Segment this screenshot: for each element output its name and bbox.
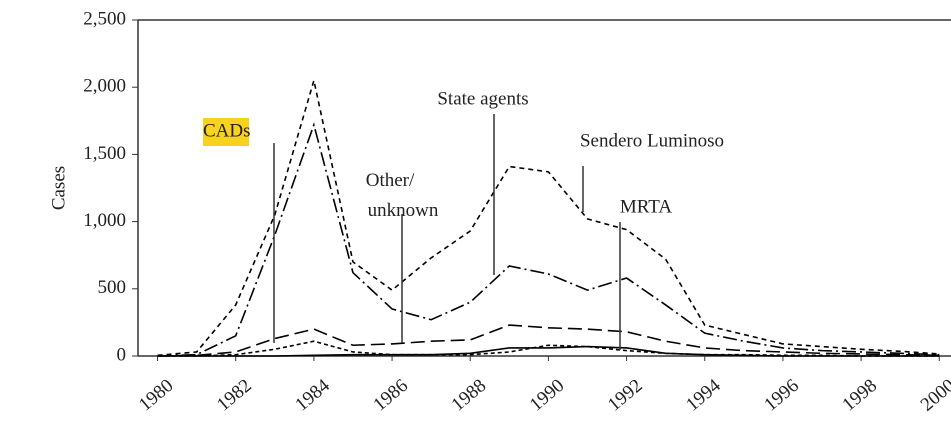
x-tick-label: 1998	[839, 375, 882, 416]
y-tick-label: 1,500	[83, 143, 126, 164]
annotation: Sendero Luminoso	[580, 130, 724, 151]
x-tick-label: 1992	[604, 375, 647, 416]
x-tick-label: 1988	[448, 375, 491, 416]
x-tick-label: 1990	[526, 375, 569, 416]
y-axis-title: Cases	[48, 166, 69, 210]
x-tick-label: 1982	[213, 375, 256, 416]
x-tick-label: 1980	[135, 375, 178, 416]
y-tick-label: 2,000	[83, 76, 126, 97]
series-line	[157, 80, 940, 357]
series-line	[157, 122, 940, 357]
annotation: CADs	[203, 120, 251, 141]
series-line	[157, 340, 940, 357]
x-tick-label: 1994	[682, 375, 725, 416]
annotation: MRTA	[620, 196, 673, 217]
x-tick-label: 1996	[760, 375, 803, 416]
series-line	[157, 324, 940, 357]
y-tick-label: 500	[98, 277, 127, 298]
x-tick-label: 2000	[917, 375, 951, 416]
x-tick-label: 1984	[291, 375, 334, 416]
x-tick-label: 1986	[369, 375, 412, 416]
y-tick-label: 0	[117, 344, 127, 365]
highlight	[203, 118, 249, 146]
annotation: State agents	[437, 88, 528, 109]
y-tick-label: 2,500	[83, 8, 126, 29]
series-line	[157, 345, 940, 357]
y-tick-label: 1,000	[83, 210, 126, 231]
annotation: Other/unknown	[366, 170, 439, 221]
